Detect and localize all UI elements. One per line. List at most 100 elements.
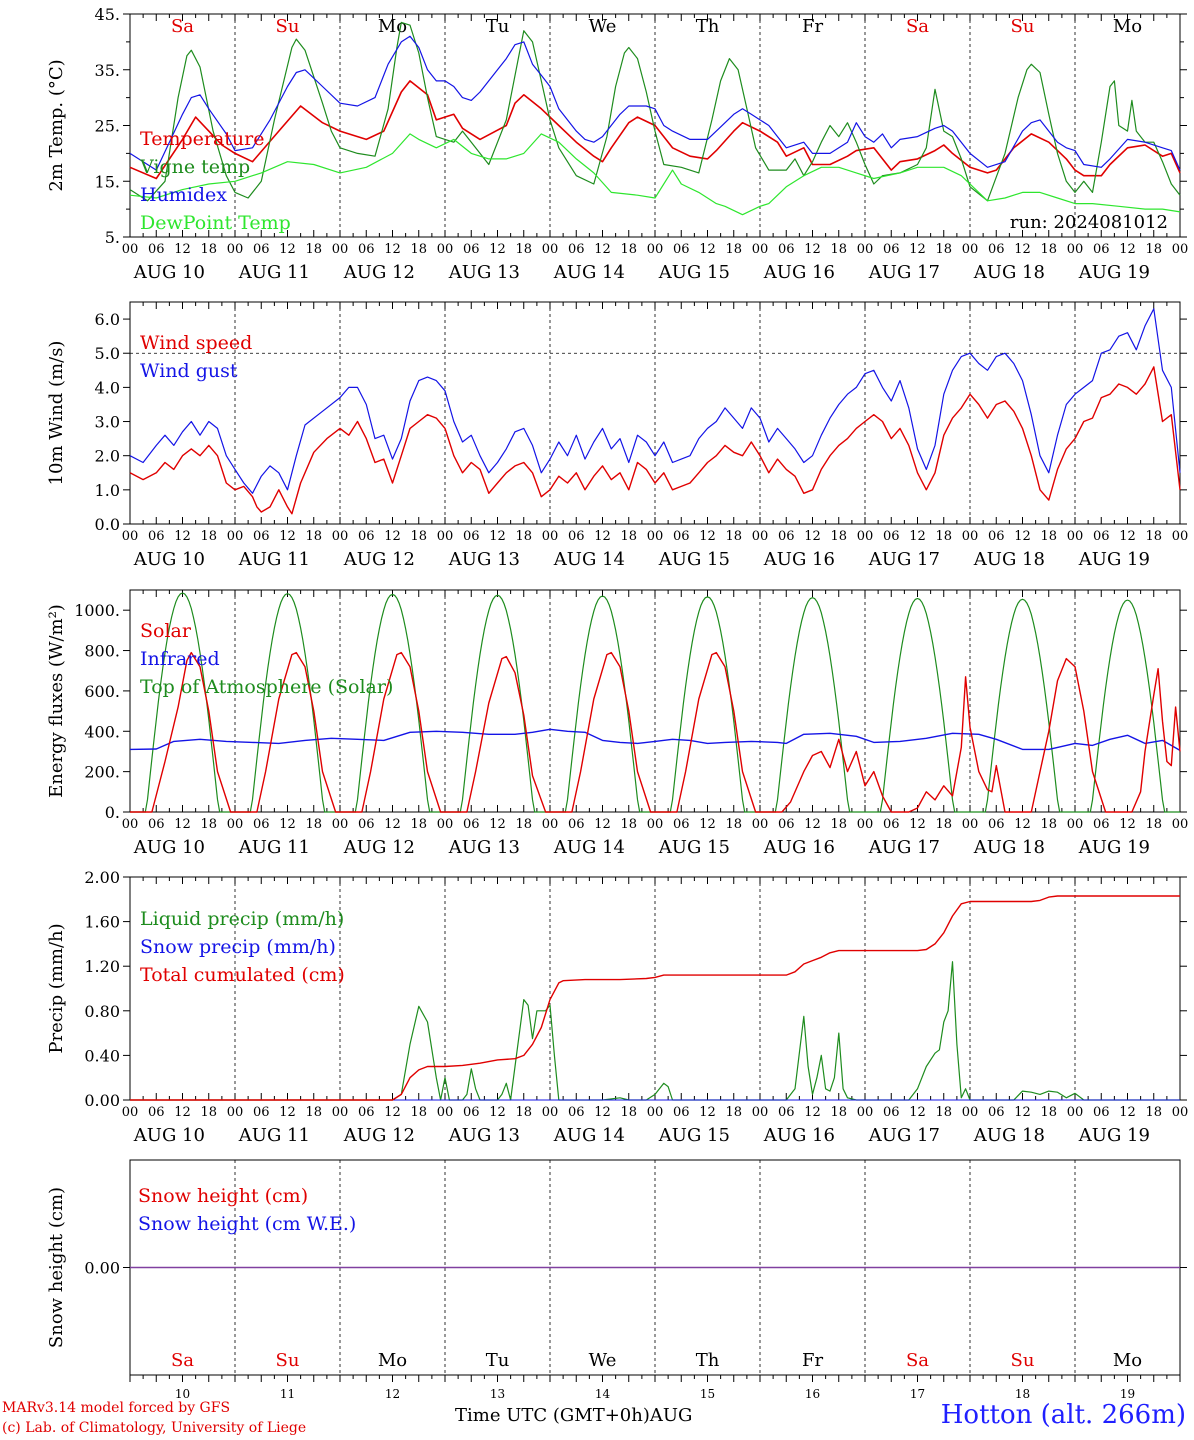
hour-tick-label: 18 <box>410 1105 427 1120</box>
hour-tick-label: 18 <box>200 817 217 832</box>
date-label: AUG 12 <box>343 1125 415 1146</box>
date-label: AUG 13 <box>448 1125 520 1146</box>
hour-tick-label: 12 <box>909 1105 926 1120</box>
y-tick-label: 200. <box>84 763 120 782</box>
day-name-label: Tu <box>486 1350 510 1371</box>
hour-tick-label: 12 <box>1014 242 1031 257</box>
hour-tick-label: 12 <box>489 529 506 544</box>
hour-tick-label: 18 <box>830 1105 847 1120</box>
date-label: AUG 12 <box>343 262 415 283</box>
hour-tick-label: 12 <box>804 1105 821 1120</box>
date-label: AUG 16 <box>763 262 835 283</box>
day-number-label: 17 <box>910 1387 925 1401</box>
date-label: AUG 19 <box>1078 262 1150 283</box>
legend-entry: Solar <box>140 620 192 642</box>
y-tick-label: 0.0 <box>95 515 120 534</box>
y-tick-label: 45. <box>95 5 120 24</box>
run-annotation: run: 2024081012 <box>1010 212 1168 233</box>
credit-line-1: MARv3.14 model forced by GFS <box>2 1400 231 1416</box>
hour-tick-label: 18 <box>620 1105 637 1120</box>
day-number-label: 13 <box>490 1387 505 1401</box>
hour-tick-label: 06 <box>568 817 585 832</box>
date-label: AUG 16 <box>763 1125 835 1146</box>
series-line-total-cumulated-cm- <box>130 895 1180 1101</box>
hour-tick-label: 18 <box>935 817 952 832</box>
hour-tick-label: 00 <box>437 529 454 544</box>
hour-tick-label: 12 <box>1119 242 1136 257</box>
series-line-top-of-atmosphere <box>130 592 1180 813</box>
hour-tick-label: 00 <box>647 1105 664 1120</box>
date-label: AUG 18 <box>973 262 1045 283</box>
date-label: AUG 11 <box>238 837 310 858</box>
legend-entry: Vigne temp <box>139 156 250 178</box>
y-axis-title: Energy fluxes (W/m²) <box>46 604 67 798</box>
hour-tick-label: 00 <box>857 817 874 832</box>
hour-tick-label: 12 <box>804 242 821 257</box>
date-label: AUG 18 <box>973 837 1045 858</box>
hour-tick-label: 06 <box>988 817 1005 832</box>
day-name-label: Su <box>1011 16 1035 37</box>
hour-tick-label: 06 <box>778 817 795 832</box>
hour-tick-label: 00 <box>122 529 139 544</box>
hour-tick-label: 06 <box>778 529 795 544</box>
hour-tick-label: 00 <box>857 529 874 544</box>
hour-tick-label: 18 <box>515 242 532 257</box>
day-number-label: 16 <box>805 1387 820 1401</box>
hour-tick-label: 12 <box>594 529 611 544</box>
hour-tick-label: 12 <box>699 242 716 257</box>
y-tick-label: 0.00 <box>84 1259 120 1278</box>
legend-entry: Infrared <box>140 648 220 670</box>
date-label: AUG 14 <box>553 1125 625 1146</box>
hour-tick-label: 06 <box>778 1105 795 1120</box>
hour-tick-label: 06 <box>253 1105 270 1120</box>
hour-tick-label: 18 <box>935 529 952 544</box>
date-label: AUG 13 <box>448 837 520 858</box>
hour-tick-label: 18 <box>1145 529 1162 544</box>
day-number-label: 11 <box>280 1387 295 1401</box>
day-name-label: Th <box>696 1350 720 1371</box>
hour-tick-label: 12 <box>489 817 506 832</box>
day-name-label: Sa <box>906 1350 929 1371</box>
y-tick-label: 800. <box>84 642 120 661</box>
hour-tick-label: 12 <box>279 529 296 544</box>
hour-tick-label: 12 <box>1119 529 1136 544</box>
day-name-label: Su <box>276 16 300 37</box>
series-line-vigne-temp <box>129 21 1181 202</box>
hour-tick-label: 00 <box>122 1105 139 1120</box>
hour-tick-label: 00 <box>227 242 244 257</box>
hour-tick-label: 06 <box>673 817 690 832</box>
y-tick-label: 25. <box>95 117 120 136</box>
hour-tick-label: 00 <box>542 1105 559 1120</box>
hour-tick-label: 06 <box>1093 529 1110 544</box>
hour-tick-label: 06 <box>463 242 480 257</box>
hour-tick-label: 00 <box>1067 242 1084 257</box>
hour-tick-label: 18 <box>515 529 532 544</box>
y-tick-label: 0.00 <box>84 1091 120 1110</box>
hour-tick-label: 00 <box>122 817 139 832</box>
hour-tick-label: 06 <box>358 817 375 832</box>
hour-tick-label: 18 <box>410 529 427 544</box>
hour-tick-label: 00 <box>962 529 979 544</box>
hour-tick-label: 06 <box>253 817 270 832</box>
hour-tick-label: 12 <box>174 529 191 544</box>
hour-tick-label: 00 <box>857 1105 874 1120</box>
date-label: AUG 13 <box>448 549 520 570</box>
y-tick-label: 15. <box>95 172 120 191</box>
date-label: AUG 17 <box>868 1125 940 1146</box>
legend-entry: Humidex <box>140 184 227 206</box>
day-name-label: Sa <box>171 1350 194 1371</box>
hour-tick-label: 12 <box>279 242 296 257</box>
legend-entry: Snow height (cm) <box>138 1185 308 1207</box>
hour-tick-label: 06 <box>358 242 375 257</box>
hour-tick-label: 12 <box>384 242 401 257</box>
hour-tick-label: 06 <box>253 242 270 257</box>
hour-tick-label: 00 <box>437 1105 454 1120</box>
date-label: AUG 14 <box>553 837 625 858</box>
hour-tick-label: 00 <box>647 817 664 832</box>
series-line-humidex <box>129 35 1181 171</box>
hour-tick-label: 12 <box>699 817 716 832</box>
date-label: AUG 14 <box>553 262 625 283</box>
y-tick-label: 5.0 <box>95 344 120 363</box>
hour-tick-label: 12 <box>279 1105 296 1120</box>
hour-tick-label: 12 <box>489 242 506 257</box>
